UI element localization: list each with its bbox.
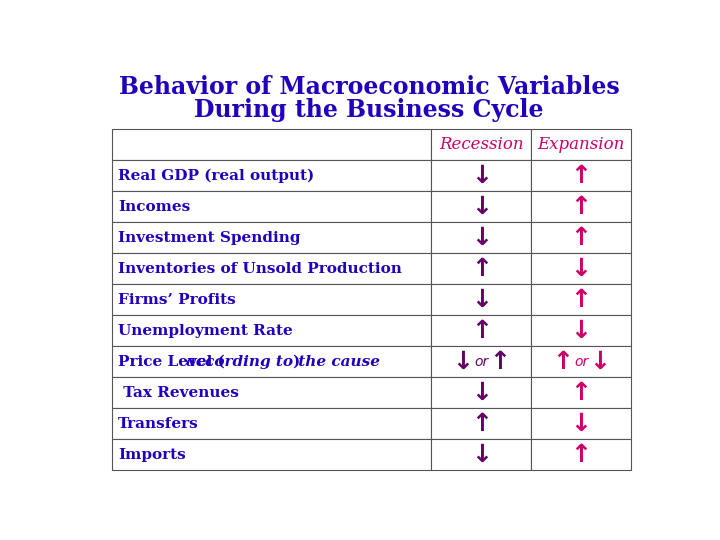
Text: ↑: ↑ — [471, 319, 492, 343]
Text: ↑: ↑ — [489, 350, 510, 374]
Text: Behavior of Macroeconomic Variables: Behavior of Macroeconomic Variables — [119, 75, 619, 99]
Bar — [531, 408, 631, 439]
Bar — [112, 253, 431, 284]
Text: Price Level (: Price Level ( — [118, 355, 225, 369]
Bar — [431, 222, 531, 253]
Bar — [112, 284, 431, 315]
Text: ↓: ↓ — [589, 350, 610, 374]
Text: Transfers: Transfers — [118, 417, 199, 431]
Text: ↓: ↓ — [571, 411, 592, 436]
Bar — [112, 191, 431, 222]
Bar — [531, 253, 631, 284]
Text: ↑: ↑ — [552, 350, 573, 374]
Text: ↓: ↓ — [471, 226, 492, 249]
Text: ↓: ↓ — [571, 256, 592, 281]
Text: ↑: ↑ — [571, 288, 592, 312]
Bar — [531, 377, 631, 408]
Text: ↑: ↑ — [571, 443, 592, 467]
Text: according to the cause: according to the cause — [186, 355, 380, 369]
Bar — [112, 160, 431, 191]
Text: Firms’ Profits: Firms’ Profits — [118, 293, 235, 307]
Text: ↓: ↓ — [471, 381, 492, 404]
Bar — [431, 377, 531, 408]
Bar — [112, 315, 431, 346]
Text: During the Business Cycle: During the Business Cycle — [194, 98, 544, 122]
Bar — [112, 439, 431, 470]
Text: Expansion: Expansion — [538, 136, 625, 153]
Bar — [112, 346, 431, 377]
Bar — [431, 191, 531, 222]
Bar — [431, 408, 531, 439]
Text: ): ) — [292, 355, 300, 369]
Text: Tax Revenues: Tax Revenues — [118, 386, 239, 400]
Bar — [431, 129, 531, 160]
Bar — [531, 346, 631, 377]
Bar — [112, 377, 431, 408]
Text: Recession: Recession — [439, 136, 523, 153]
Bar — [431, 315, 531, 346]
Bar — [431, 284, 531, 315]
Text: Unemployment Rate: Unemployment Rate — [118, 323, 292, 338]
Text: ↑: ↑ — [571, 164, 592, 188]
Bar — [531, 439, 631, 470]
Bar — [431, 439, 531, 470]
Text: Inventories of Unsold Production: Inventories of Unsold Production — [118, 262, 402, 276]
Text: ↑: ↑ — [571, 381, 592, 404]
Text: or: or — [474, 355, 488, 369]
Bar — [531, 160, 631, 191]
Text: ↓: ↓ — [471, 443, 492, 467]
Bar — [112, 129, 431, 160]
Text: ↑: ↑ — [471, 256, 492, 281]
Text: ↓: ↓ — [571, 319, 592, 343]
Text: or: or — [574, 355, 588, 369]
Bar — [112, 408, 431, 439]
Text: Incomes: Incomes — [118, 200, 190, 214]
Bar — [531, 129, 631, 160]
Text: Imports: Imports — [118, 448, 186, 462]
Text: ↓: ↓ — [471, 288, 492, 312]
Bar — [431, 253, 531, 284]
Bar — [531, 315, 631, 346]
Bar — [531, 284, 631, 315]
Text: ↓: ↓ — [452, 350, 473, 374]
Bar — [431, 160, 531, 191]
Text: ↑: ↑ — [471, 411, 492, 436]
Text: ↑: ↑ — [571, 195, 592, 219]
Text: ↓: ↓ — [471, 164, 492, 188]
Text: ↑: ↑ — [571, 226, 592, 249]
Bar — [531, 191, 631, 222]
Text: ↓: ↓ — [471, 195, 492, 219]
Bar — [431, 346, 531, 377]
Text: Real GDP (real output): Real GDP (real output) — [118, 168, 314, 183]
Text: Investment Spending: Investment Spending — [118, 231, 300, 245]
Bar — [112, 222, 431, 253]
Bar — [531, 222, 631, 253]
